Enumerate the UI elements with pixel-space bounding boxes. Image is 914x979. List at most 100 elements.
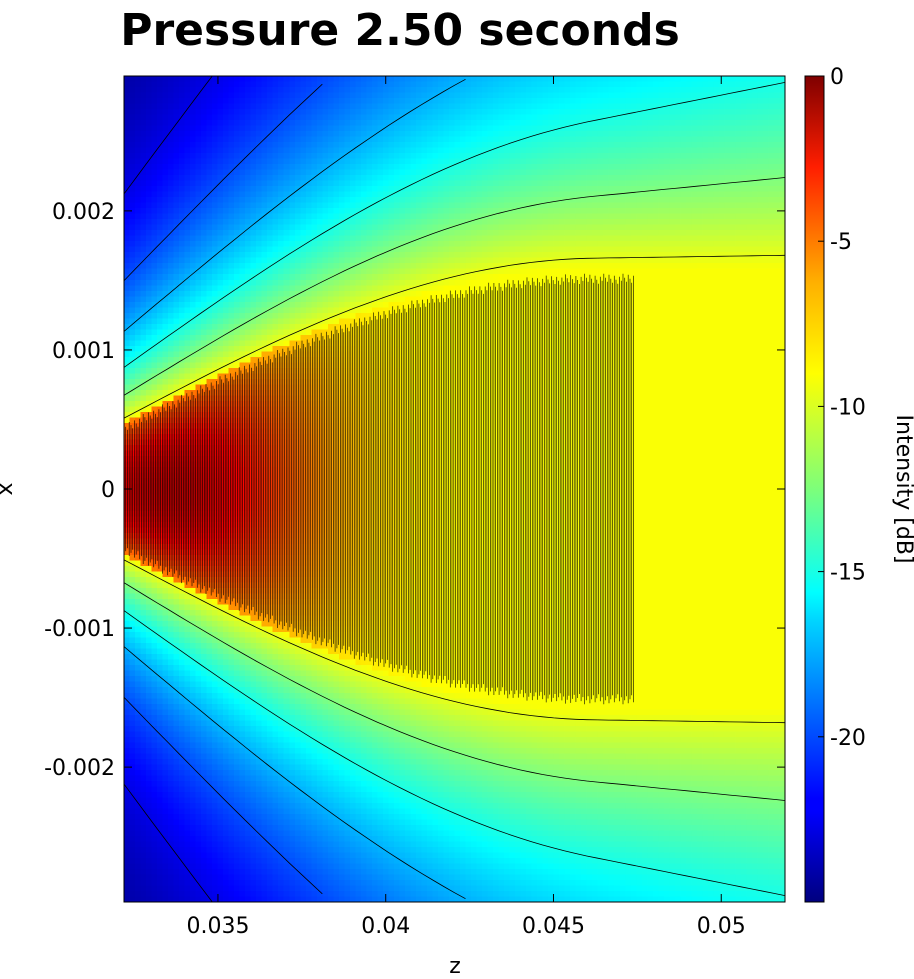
heatmap-cell [228, 197, 235, 204]
heatmap-cell [173, 312, 180, 319]
heatmap-cell [168, 835, 175, 843]
heatmap-cell [184, 180, 191, 187]
heatmap-cell [272, 191, 279, 198]
heatmap-cell [256, 852, 263, 859]
heatmap-cell [179, 549, 186, 556]
heatmap-cell [151, 351, 158, 358]
heatmap-cell [250, 252, 257, 259]
heatmap-cell [190, 577, 197, 584]
heatmap-cell [245, 769, 252, 776]
heatmap-cell [146, 417, 153, 424]
heatmap-cell [245, 285, 252, 292]
heatmap-cell [129, 670, 136, 677]
heatmap-cell [190, 345, 197, 352]
heatmap-cell [234, 186, 241, 193]
heatmap-cell [228, 852, 235, 859]
heatmap-cell [195, 279, 202, 286]
heatmap-cell [173, 114, 180, 121]
heatmap-cell [140, 279, 147, 286]
heatmap-cell [201, 378, 208, 385]
heatmap-cell [184, 489, 191, 496]
heatmap-cell [278, 219, 285, 226]
heatmap-cell [135, 692, 142, 699]
heatmap-cell [239, 191, 246, 198]
heatmap-cell [212, 351, 219, 358]
heatmap-cell [234, 841, 241, 848]
heatmap-cell [261, 841, 268, 848]
heatmap-cell [217, 285, 224, 292]
heatmap-cell [206, 213, 213, 220]
heatmap-cell [278, 835, 285, 843]
heatmap-cell [184, 659, 191, 666]
heatmap-cell [157, 307, 164, 314]
heatmap-cell [135, 120, 142, 127]
heatmap-cell [223, 307, 230, 314]
heatmap-cell [256, 246, 263, 253]
heatmap-cell [289, 835, 296, 843]
heatmap-cell [234, 621, 241, 628]
heatmap-cell [201, 824, 208, 832]
heatmap-cell [228, 648, 235, 655]
heatmap-cell [173, 318, 180, 325]
heatmap-cell [256, 114, 263, 121]
heatmap-cell [206, 169, 213, 176]
heatmap-cell [289, 538, 296, 545]
heatmap-cell [289, 659, 296, 666]
heatmap-cell [239, 81, 246, 88]
heatmap-cell [190, 422, 197, 430]
heatmap-cell [201, 885, 208, 892]
heatmap-cell [168, 362, 175, 369]
heatmap-cell [239, 136, 246, 143]
heatmap-cell [212, 863, 219, 870]
heatmap-cell [173, 857, 180, 865]
heatmap-cell [124, 571, 131, 578]
heatmap-cell [146, 494, 153, 501]
heatmap-cell [146, 301, 153, 308]
heatmap-cell [190, 830, 197, 837]
heatmap-cell [289, 208, 296, 215]
heatmap-cell [239, 114, 246, 121]
heatmap-cell [151, 175, 158, 182]
heatmap-cell [239, 857, 246, 865]
heatmap-cell [190, 753, 197, 760]
heatmap-cell [168, 219, 175, 226]
heatmap-cell [201, 758, 208, 765]
heatmap-cell [129, 852, 136, 859]
heatmap-cell [239, 252, 246, 259]
heatmap-cell [294, 802, 301, 809]
heatmap-cell [124, 786, 131, 793]
heatmap-cell [184, 367, 191, 374]
heatmap-cell [173, 246, 180, 253]
heatmap-cell [206, 742, 213, 749]
heatmap-cell [157, 186, 164, 193]
heatmap-cell [294, 769, 301, 776]
heatmap-cell [272, 676, 279, 683]
heatmap-cell [217, 400, 224, 407]
heatmap-cell [256, 522, 263, 529]
heatmap-cell [239, 268, 246, 275]
heatmap-cell [250, 538, 257, 545]
heatmap-cell [129, 720, 136, 727]
heatmap-cell [228, 362, 235, 369]
heatmap-cell [173, 395, 180, 402]
heatmap-cell [289, 329, 296, 336]
heatmap-cell [278, 307, 285, 314]
heatmap-cell [146, 725, 153, 732]
heatmap-cell [201, 235, 208, 242]
heatmap-cell [256, 588, 263, 595]
heatmap-cell [129, 599, 136, 606]
heatmap-cell [184, 588, 191, 595]
heatmap-cell [124, 753, 131, 760]
heatmap-cell [201, 681, 208, 688]
heatmap-cell [223, 522, 230, 529]
heatmap-cell [129, 604, 136, 611]
heatmap-cell [212, 813, 219, 820]
heatmap-cell [124, 720, 131, 727]
heatmap-cell [234, 81, 241, 88]
heatmap-cell [261, 626, 268, 633]
heatmap-cell [278, 125, 285, 132]
heatmap-cell [162, 857, 169, 865]
heatmap-cell [179, 312, 186, 319]
heatmap-cell [250, 466, 257, 474]
heatmap-cell [212, 621, 219, 628]
